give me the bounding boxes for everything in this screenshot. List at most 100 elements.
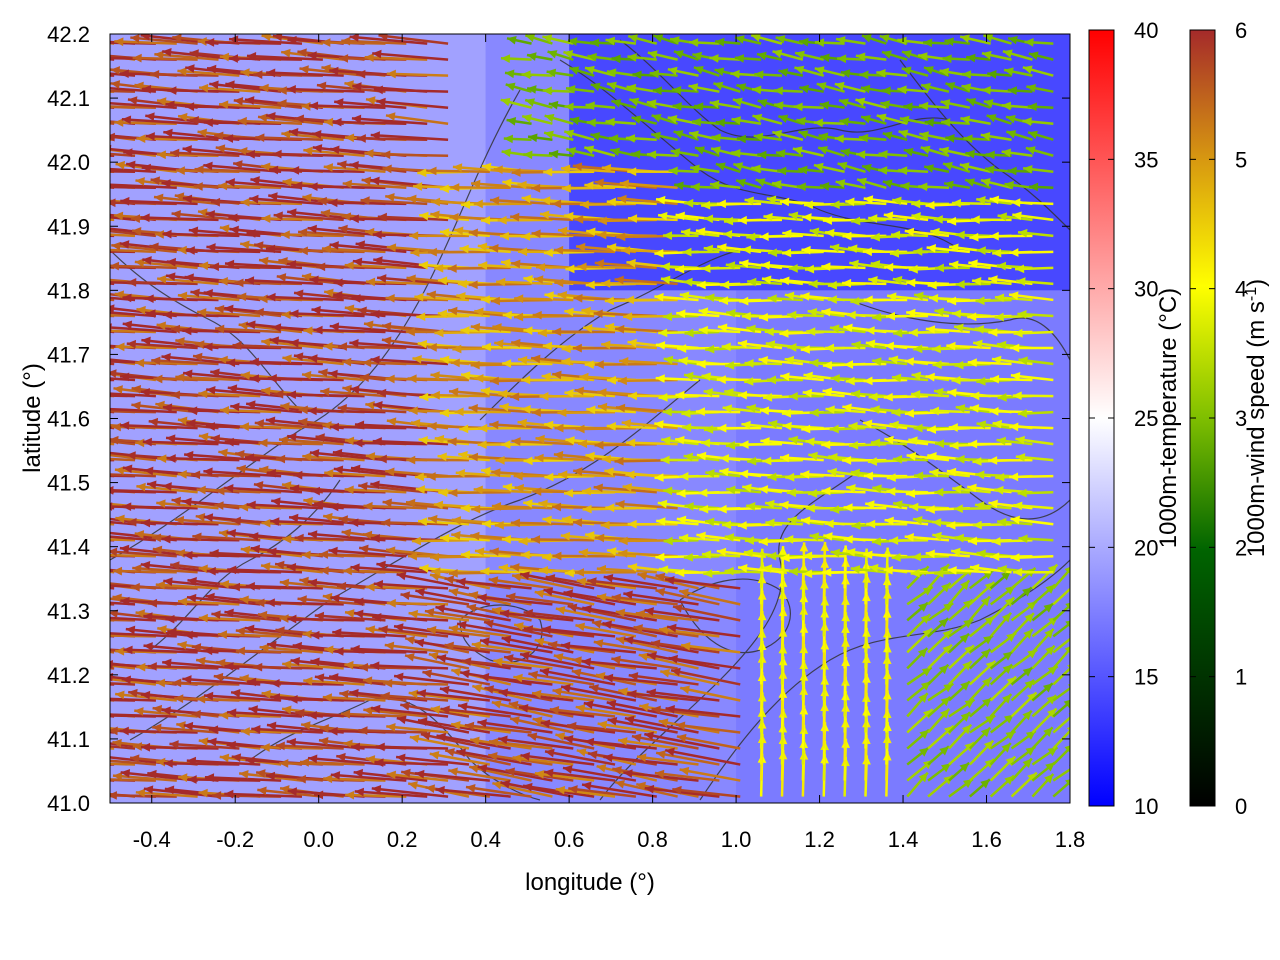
wind-arrow-head — [274, 389, 284, 399]
wind-arrow-head — [611, 99, 622, 108]
wind-arrow-head — [37, 679, 46, 688]
wind-arrow-shaft — [596, 567, 657, 574]
wind-arrow — [777, 166, 803, 176]
wind-arrow-head — [385, 112, 396, 121]
wind-arrow — [617, 737, 678, 750]
wind-arrow-head — [209, 80, 219, 90]
wind-arrow-head — [349, 161, 359, 170]
wind-arrow-head — [376, 560, 386, 570]
wind-arrow-shaft — [597, 722, 657, 734]
wind-arrow — [739, 440, 783, 449]
wind-arrow — [162, 310, 240, 320]
wind-arrow-shaft — [177, 600, 240, 606]
wind-arrow-head — [148, 417, 159, 427]
wind-arrow-shaft — [156, 501, 219, 510]
wind-arrow — [489, 420, 553, 430]
wind-arrow-shaft — [198, 616, 261, 622]
wind-arrow-head — [627, 214, 638, 223]
wind-arrow-head — [722, 229, 733, 239]
wind-arrow-head — [208, 725, 219, 735]
wind-arrow — [542, 34, 574, 45]
wind-arrow-shaft — [186, 759, 261, 766]
wind-arrow — [734, 54, 762, 63]
wind-arrow-head — [246, 51, 257, 61]
wind-arrow-head — [637, 571, 648, 581]
wind-arrow — [798, 130, 825, 141]
wind-arrow-head — [501, 258, 511, 268]
wind-arrow — [636, 753, 699, 766]
wind-arrow-head — [660, 275, 671, 285]
wind-arrow-head — [349, 688, 359, 698]
wind-arrow-head — [474, 547, 485, 557]
wind-arrow-shaft — [552, 689, 616, 702]
wind-arrow-head — [760, 260, 771, 270]
wind-arrow-head — [746, 502, 756, 511]
wind-arrow-head — [119, 240, 130, 249]
wind-arrow-head — [430, 572, 440, 581]
wind-arrow-shaft — [238, 323, 303, 334]
wind-arrow — [253, 662, 323, 672]
wind-arrow-head — [318, 737, 329, 746]
wind-arrow-head — [60, 514, 69, 523]
wind-arrow-shaft — [135, 361, 198, 366]
wind-arrow-head — [638, 652, 649, 662]
wind-arrow-head — [144, 294, 154, 304]
wind-arrow-head — [628, 672, 639, 681]
wind-arrow-head — [584, 360, 594, 369]
wind-arrow-shaft — [215, 327, 282, 334]
wind-arrow-shaft — [575, 624, 637, 638]
wind-arrow — [457, 702, 532, 718]
wind-arrow-head — [330, 771, 341, 780]
wind-arrow-head — [414, 638, 425, 648]
wind-arrow — [406, 455, 469, 465]
wind-arrow — [332, 117, 407, 127]
wind-arrow — [323, 774, 386, 784]
wind-arrow-head — [332, 448, 343, 458]
wind-arrow-head — [309, 275, 319, 285]
wind-arrow — [278, 435, 344, 446]
wind-arrow-head — [578, 439, 588, 449]
wind-arrow-shaft — [224, 262, 303, 270]
wind-arrow-head — [286, 562, 297, 572]
wind-arrow-shaft — [531, 691, 595, 702]
wind-arrow-head — [567, 721, 577, 731]
wind-arrow — [385, 112, 449, 125]
wind-arrow-shaft — [219, 713, 282, 718]
wind-arrow-head — [690, 164, 700, 174]
wind-arrow-head — [564, 388, 574, 398]
wind-arrow-shaft — [153, 377, 219, 382]
wind-arrow-head — [489, 420, 499, 430]
wind-arrow-head — [183, 550, 193, 560]
wind-arrow — [166, 454, 240, 463]
wind-arrow-head — [381, 322, 392, 331]
wind-arrow-head — [601, 163, 612, 173]
wind-arrow — [424, 608, 491, 622]
wind-arrow — [310, 486, 386, 496]
wind-arrow-head — [237, 292, 247, 302]
wind-arrow — [141, 518, 219, 528]
wind-arrow-shaft — [568, 787, 637, 798]
wind-arrow-head — [741, 420, 751, 430]
wind-arrow-shaft — [579, 202, 636, 207]
wind-arrow-head — [259, 465, 269, 475]
wind-arrow-head — [792, 146, 803, 155]
wind-arrow — [126, 339, 198, 350]
wind-arrow-head — [141, 742, 151, 752]
wind-arrow-head — [567, 37, 578, 46]
wind-arrow-shaft — [358, 729, 428, 734]
wind-arrow-head — [320, 209, 331, 218]
wind-arrow — [323, 163, 386, 174]
wind-arrow-head — [593, 309, 603, 319]
wind-arrow-head — [343, 739, 353, 749]
wind-arrow — [682, 423, 720, 432]
wind-arrow — [307, 406, 386, 416]
wind-arrow — [322, 693, 386, 702]
wind-arrow-head — [440, 705, 450, 715]
wind-arrow-head — [92, 450, 101, 459]
wind-arrow-shaft — [429, 555, 490, 559]
wind-arrow — [489, 196, 553, 206]
wind-arrow-shaft — [414, 295, 470, 302]
wind-arrow-head — [605, 503, 615, 513]
wind-arrow-head — [249, 374, 259, 383]
wind-arrow-head — [142, 437, 152, 447]
